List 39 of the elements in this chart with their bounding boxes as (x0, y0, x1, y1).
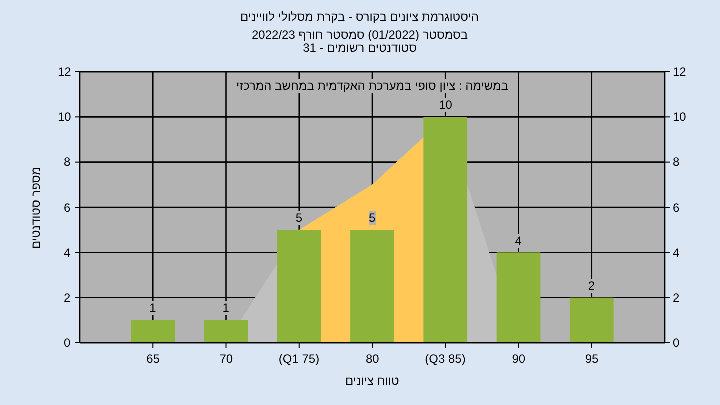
x-tick-label: (Q1 75) (278, 352, 320, 366)
bar (350, 230, 394, 343)
x-tick-label: 95 (585, 352, 599, 366)
y2-tick-label: 4 (673, 246, 680, 260)
bar (424, 117, 468, 343)
data-label: 10 (439, 98, 452, 112)
y-tick-label: 0 (64, 336, 71, 350)
y2-tick-label: 10 (673, 110, 686, 124)
x-tick-label: (Q3 85) (425, 352, 466, 366)
y2-tick-label: 0 (673, 336, 680, 350)
x-tick-label: 90 (512, 352, 526, 366)
x-tick-label: 65 (146, 352, 160, 366)
bar (496, 252, 541, 343)
y-tick-label: 2 (64, 290, 71, 305)
bar (131, 320, 176, 343)
y-tick-label: 12 (58, 65, 72, 79)
y2-tick-label: 2 (673, 290, 680, 305)
x-axis-title: טווח ציונים (346, 374, 400, 388)
data-label: 1 (150, 301, 156, 316)
annotation: במשימה : ציון סופי במערכת האקדמית במחשב המרכזי (236, 79, 508, 93)
data-label: 2 (588, 278, 596, 293)
y-tick-label: 10 (58, 110, 72, 124)
y2-tick-label: 6 (673, 200, 680, 214)
bar (570, 298, 614, 343)
data-label: 5 (296, 211, 303, 226)
y2-tick-label: 12 (673, 65, 686, 79)
y-tick-label: 4 (64, 246, 71, 260)
data-label: 4 (515, 234, 522, 248)
data-label: 1 (222, 301, 230, 316)
y-tick-label: 8 (64, 155, 71, 170)
bar (204, 320, 248, 343)
bar (277, 230, 322, 343)
x-tick-label: 80 (366, 352, 380, 366)
x-tick-label: 70 (220, 352, 234, 366)
y-axis-title: מספר סטודנטים (29, 166, 44, 249)
chart-title: היסטוגרמת ציונים בקורס - בקרת מסלולי לוויינים (240, 10, 479, 24)
y2-tick-label: 8 (673, 155, 680, 170)
data-label: 5 (369, 211, 376, 226)
y-tick-label: 6 (64, 200, 71, 214)
